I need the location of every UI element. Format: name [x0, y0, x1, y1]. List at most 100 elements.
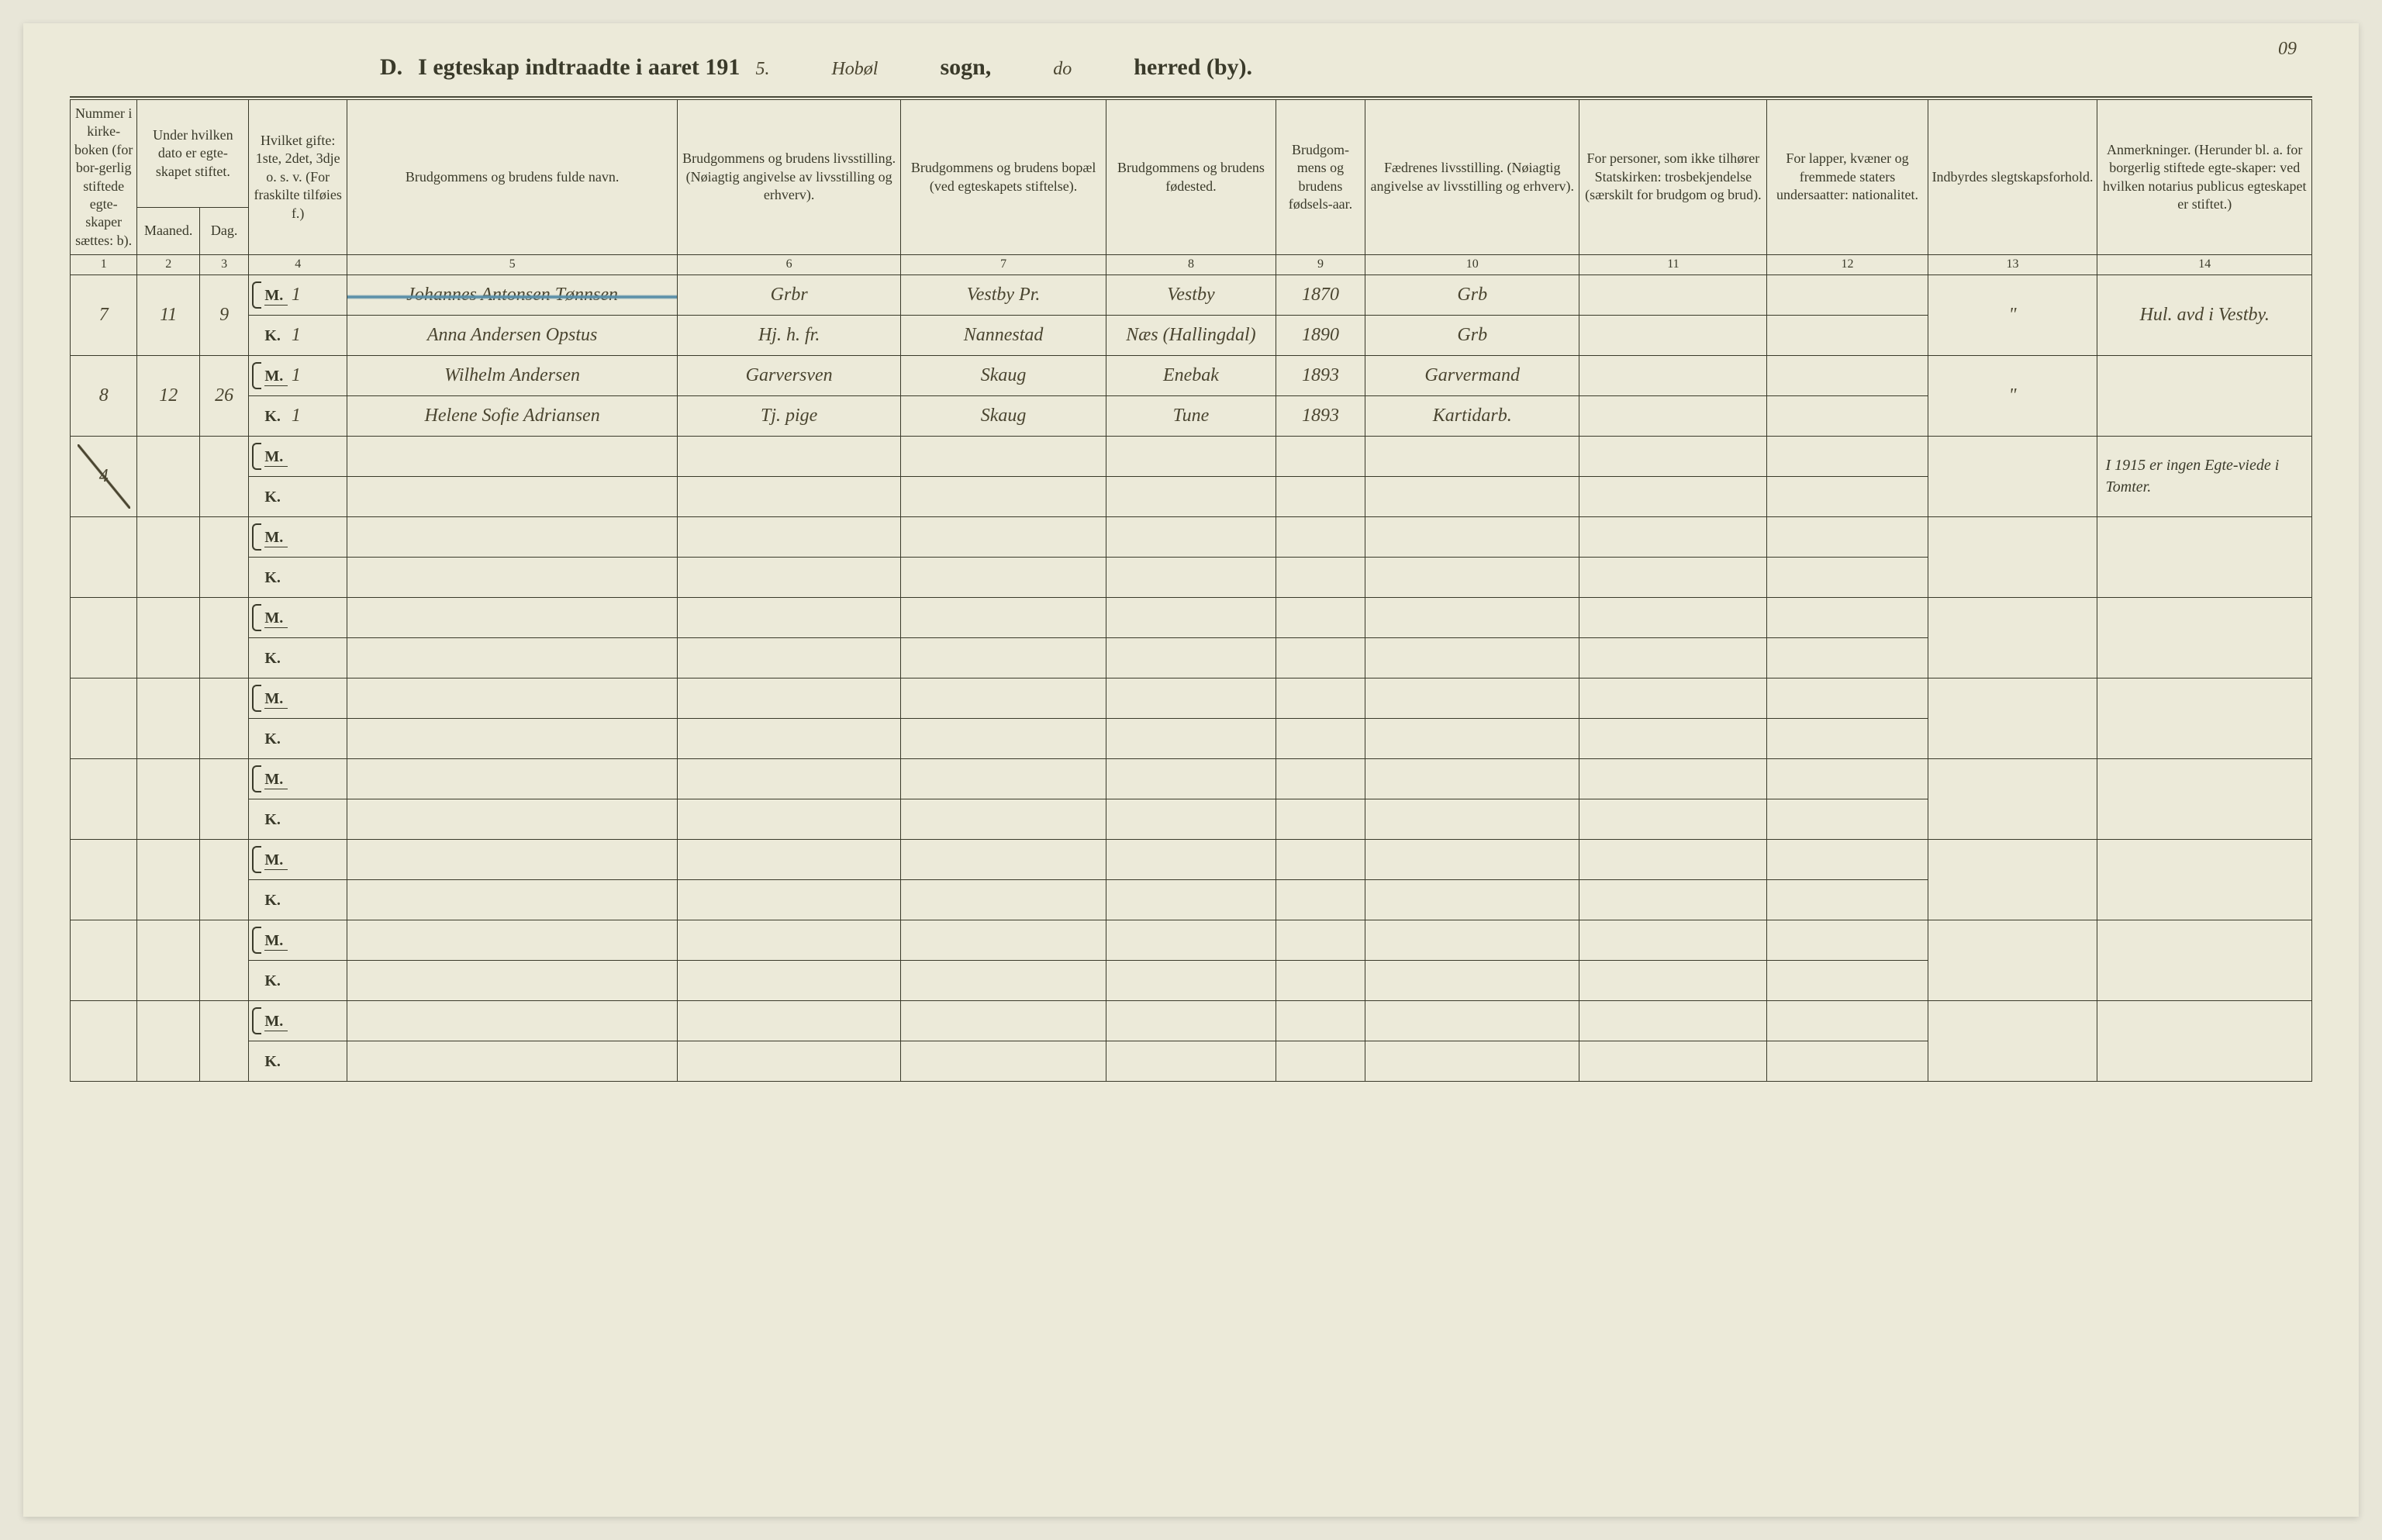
cell-k-c12 — [1767, 476, 1928, 516]
cell-k-liv: Tj. pige — [678, 395, 901, 436]
cell-k-c11 — [1579, 879, 1767, 920]
cell-dag — [200, 436, 249, 516]
cell-m-bopael — [901, 678, 1106, 718]
cell-m-liv: Grbr — [678, 275, 901, 315]
colnum-13: 13 — [1928, 255, 2097, 275]
cell-k-c11 — [1579, 395, 1767, 436]
cell-m-navn — [347, 920, 678, 960]
cell-maaned — [137, 839, 200, 920]
cell-k-fodested — [1106, 1041, 1276, 1081]
cell-k-c12 — [1767, 315, 1928, 355]
cell-k-aar — [1276, 637, 1365, 678]
cell-k-navn: Anna Andersen Opstus — [347, 315, 678, 355]
cell-m-liv — [678, 516, 901, 557]
cell-k-c12 — [1767, 960, 1928, 1000]
cell-m-bopael — [901, 758, 1106, 799]
cell-number — [71, 920, 137, 1000]
cell-dag — [200, 758, 249, 839]
cell-m-bopael — [901, 516, 1106, 557]
header-col-10: Fædrenes livsstilling. (Nøiagtig angivel… — [1365, 100, 1579, 255]
cell-m-fodested — [1106, 678, 1276, 718]
cell-m-bopael — [901, 839, 1106, 879]
cell-k-fodested — [1106, 879, 1276, 920]
cell-k-c11 — [1579, 799, 1767, 839]
cell-m-c11 — [1579, 758, 1767, 799]
cell-k-fodested — [1106, 799, 1276, 839]
cell-maaned — [137, 1000, 200, 1081]
cell-k-liv: Hj. h. fr. — [678, 315, 901, 355]
cell-k-aar — [1276, 1041, 1365, 1081]
cell-anmerkninger — [2097, 920, 2312, 1000]
cell-m-liv — [678, 839, 901, 879]
cell-m-navn: Wilhelm Andersen — [347, 355, 678, 395]
colnum-11: 11 — [1579, 255, 1767, 275]
cell-k-fodested — [1106, 476, 1276, 516]
cell-mk-k: K. — [249, 476, 347, 516]
cell-k-fodested: Tune — [1106, 395, 1276, 436]
cell-slegtskap: " — [1928, 275, 2097, 355]
header-col-2-3-top: Under hvilken dato er egte-skapet stifte… — [137, 100, 249, 208]
cell-k-faedre — [1365, 960, 1579, 1000]
table-row-m: 81226M. 1Wilhelm AndersenGarversvenSkaug… — [71, 355, 2312, 395]
cell-k-navn — [347, 476, 678, 516]
header-col-8: Brudgommens og brudens fødested. — [1106, 100, 1276, 255]
cell-m-c12 — [1767, 1000, 1928, 1041]
title-year-hand: 5. — [755, 59, 769, 80]
cell-k-c12 — [1767, 557, 1928, 597]
header-col-12: For lapper, kvæner og fremmede staters u… — [1767, 100, 1928, 255]
cell-m-bopael: Vestby Pr. — [901, 275, 1106, 315]
colnum-4: 4 — [249, 255, 347, 275]
cell-m-liv — [678, 1000, 901, 1041]
cell-maaned: 11 — [137, 275, 200, 355]
cell-m-liv — [678, 920, 901, 960]
cell-m-fodested — [1106, 436, 1276, 476]
cell-k-aar — [1276, 960, 1365, 1000]
table-row-m: M. — [71, 597, 2312, 637]
table-header: Nummer i kirke-boken (for bor-gerlig sti… — [71, 100, 2312, 275]
cell-k-c12 — [1767, 395, 1928, 436]
cell-k-bopael — [901, 637, 1106, 678]
colnum-10: 10 — [1365, 255, 1579, 275]
colnum-9: 9 — [1276, 255, 1365, 275]
cell-m-c12 — [1767, 597, 1928, 637]
cell-m-faedre — [1365, 516, 1579, 557]
cell-k-faedre — [1365, 476, 1579, 516]
cell-m-faedre — [1365, 758, 1579, 799]
colnum-8: 8 — [1106, 255, 1276, 275]
cell-slegtskap — [1928, 839, 2097, 920]
cell-m-fodested — [1106, 597, 1276, 637]
header-col-11: For personer, som ikke tilhører Statskir… — [1579, 100, 1767, 255]
cell-m-aar — [1276, 436, 1365, 476]
cell-m-aar — [1276, 597, 1365, 637]
cell-mk-m: M. — [249, 597, 347, 637]
cell-k-liv — [678, 637, 901, 678]
herred-label: herred (by). — [1134, 54, 1252, 81]
colnum-12: 12 — [1767, 255, 1928, 275]
cell-m-c11 — [1579, 355, 1767, 395]
cell-k-liv — [678, 476, 901, 516]
cell-anmerkninger — [2097, 1000, 2312, 1081]
cell-anmerkninger — [2097, 597, 2312, 678]
cell-number: 8 — [71, 355, 137, 436]
cell-k-aar — [1276, 476, 1365, 516]
colnum-2: 2 — [137, 255, 200, 275]
cell-m-bopael — [901, 1000, 1106, 1041]
cell-k-faedre — [1365, 637, 1579, 678]
cell-mk-m: M. 1 — [249, 275, 347, 315]
cell-k-faedre — [1365, 557, 1579, 597]
header-col-4: Hvilket gifte: 1ste, 2det, 3dje o. s. v.… — [249, 100, 347, 255]
table-row-m: M. — [71, 1000, 2312, 1041]
cell-dag: 9 — [200, 275, 249, 355]
cell-k-liv — [678, 557, 901, 597]
cell-k-fodested — [1106, 557, 1276, 597]
cell-mk-k: K. 1 — [249, 315, 347, 355]
cell-slegtskap — [1928, 436, 2097, 516]
cell-mk-k: K. — [249, 557, 347, 597]
cell-k-faedre — [1365, 1041, 1579, 1081]
cell-slegtskap — [1928, 597, 2097, 678]
cell-m-navn — [347, 436, 678, 476]
cell-m-c11 — [1579, 275, 1767, 315]
cell-mk-m: M. — [249, 436, 347, 476]
cell-k-aar: 1893 — [1276, 395, 1365, 436]
cell-maaned — [137, 436, 200, 516]
